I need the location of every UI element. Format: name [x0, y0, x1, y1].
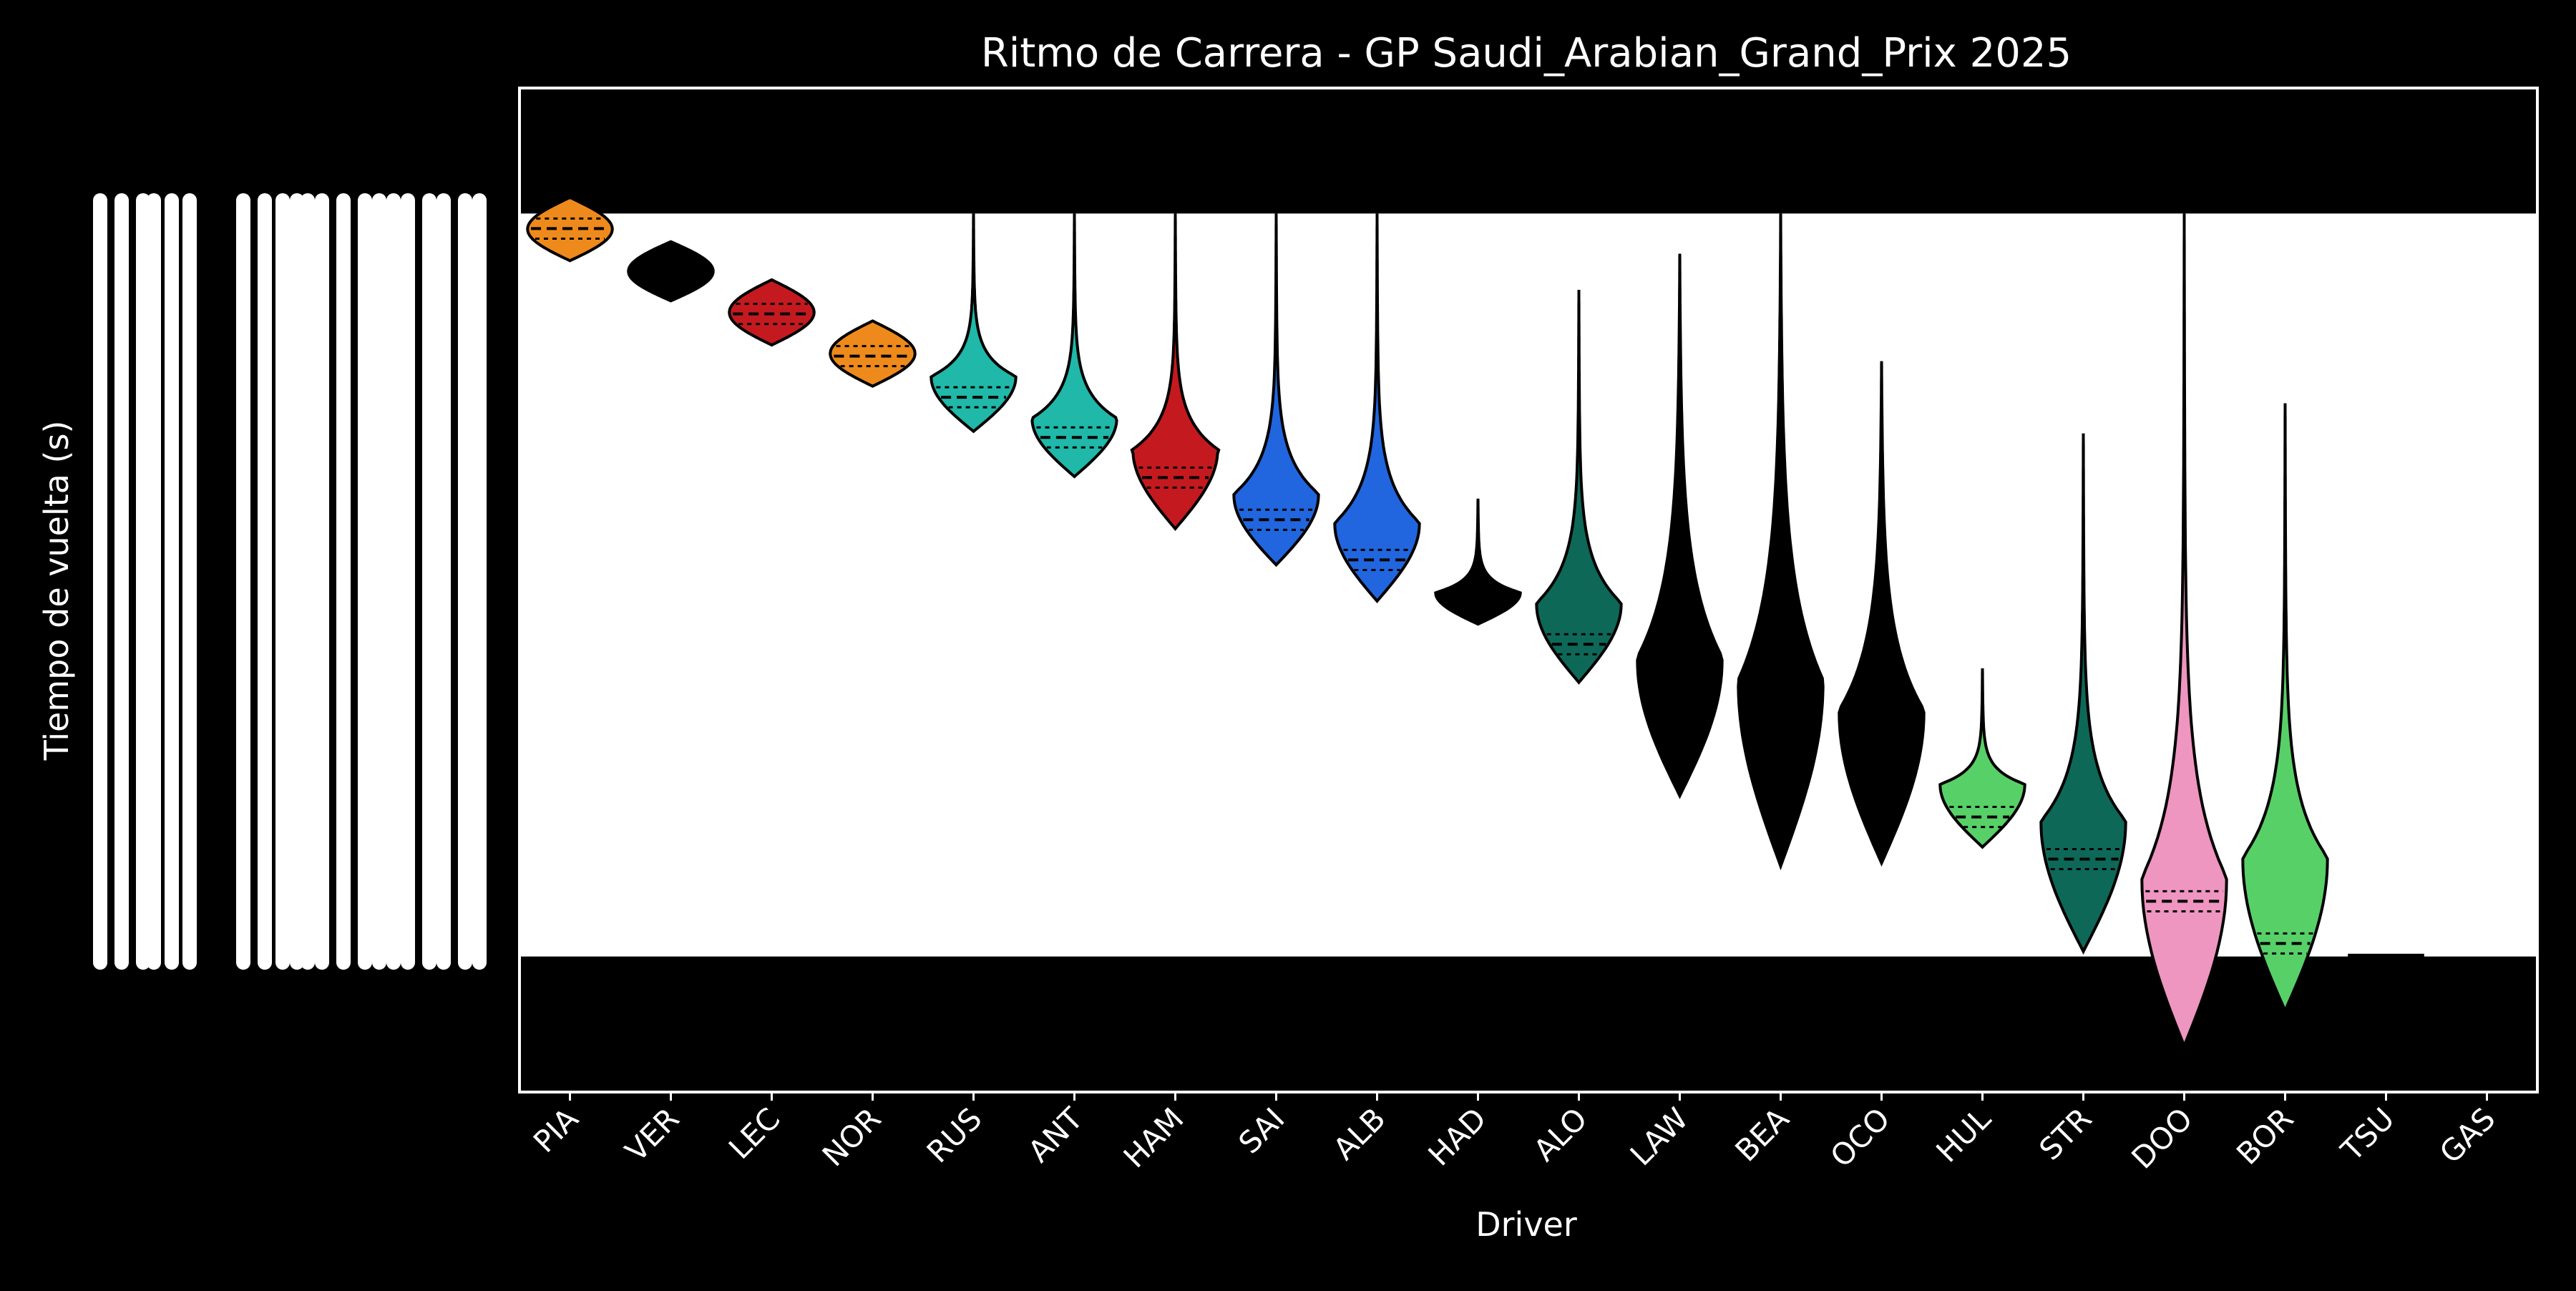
violin-body	[829, 319, 917, 388]
violin-body	[1434, 498, 1522, 626]
violin-doo	[2140, 213, 2228, 1050]
y-axis-label: Tiempo de vuelta (s)	[37, 421, 76, 761]
y-tick-label-smear	[165, 193, 179, 970]
y-tick-label-smear	[93, 193, 107, 970]
y-tick-label-smear	[401, 193, 415, 970]
violin-body	[1636, 253, 1724, 799]
violin-bea	[1737, 213, 1825, 871]
violin-law	[1636, 253, 1724, 799]
violin-sai	[1232, 213, 1320, 567]
violin-body	[1535, 290, 1623, 685]
violin-body	[2241, 403, 2329, 1015]
chart-title: Ritmo de Carrera - GP Saudi_Arabian_Gran…	[981, 30, 2072, 77]
y-tick-label-smear	[236, 193, 250, 970]
y-tick-label-smear	[336, 193, 351, 970]
violin-body	[1737, 213, 1825, 871]
violin-body	[930, 213, 1018, 434]
y-tick-label-smear	[275, 193, 290, 970]
violin-body	[1232, 213, 1320, 567]
x-axis-label: Driver	[1475, 1205, 1577, 1244]
y-tick-label-smear	[258, 193, 272, 970]
violin-ham	[1130, 213, 1221, 532]
y-tick-label-smear	[315, 193, 329, 970]
violin-oco	[1838, 361, 1926, 867]
violin-ver	[627, 240, 715, 303]
violin-body	[2140, 213, 2228, 1050]
violin-body	[1838, 361, 1926, 867]
y-tick-label-smear	[114, 193, 129, 970]
violin-alo	[1535, 290, 1623, 685]
violin-body	[1938, 668, 2026, 849]
y-tick-label-smear	[386, 193, 401, 970]
y-tick-label-smear	[472, 193, 487, 970]
plot-white-band	[519, 213, 2537, 957]
violin-pia	[526, 195, 614, 263]
y-tick-label-smear	[436, 193, 451, 970]
y-tick-label-smear	[358, 193, 372, 970]
y-tick-labels-overprint	[93, 193, 487, 970]
violin-alb	[1333, 213, 1421, 603]
violin-had	[1434, 498, 1522, 626]
violin-ant	[1030, 213, 1118, 479]
y-tick-label-smear	[372, 193, 386, 970]
violin-body	[1333, 213, 1421, 603]
violins-group	[526, 195, 2424, 1050]
violin-lec	[728, 278, 816, 347]
violin-body	[728, 278, 816, 347]
violin-nor	[829, 319, 917, 388]
y-tick-label-smear	[422, 193, 436, 970]
violin-str	[2039, 433, 2127, 955]
violin-body	[1030, 213, 1118, 479]
y-tick-label-smear	[182, 193, 197, 970]
violin-rus	[930, 213, 1018, 434]
y-tick-label-smear	[458, 193, 472, 970]
violin-hul	[1938, 668, 2026, 849]
violin-body	[1130, 213, 1221, 532]
y-tick-label-smear	[301, 193, 315, 970]
violin-bor	[2241, 403, 2329, 1015]
y-tick-label-smear	[147, 193, 161, 970]
violin-body	[2039, 433, 2127, 955]
plot-frame	[518, 87, 2539, 1093]
